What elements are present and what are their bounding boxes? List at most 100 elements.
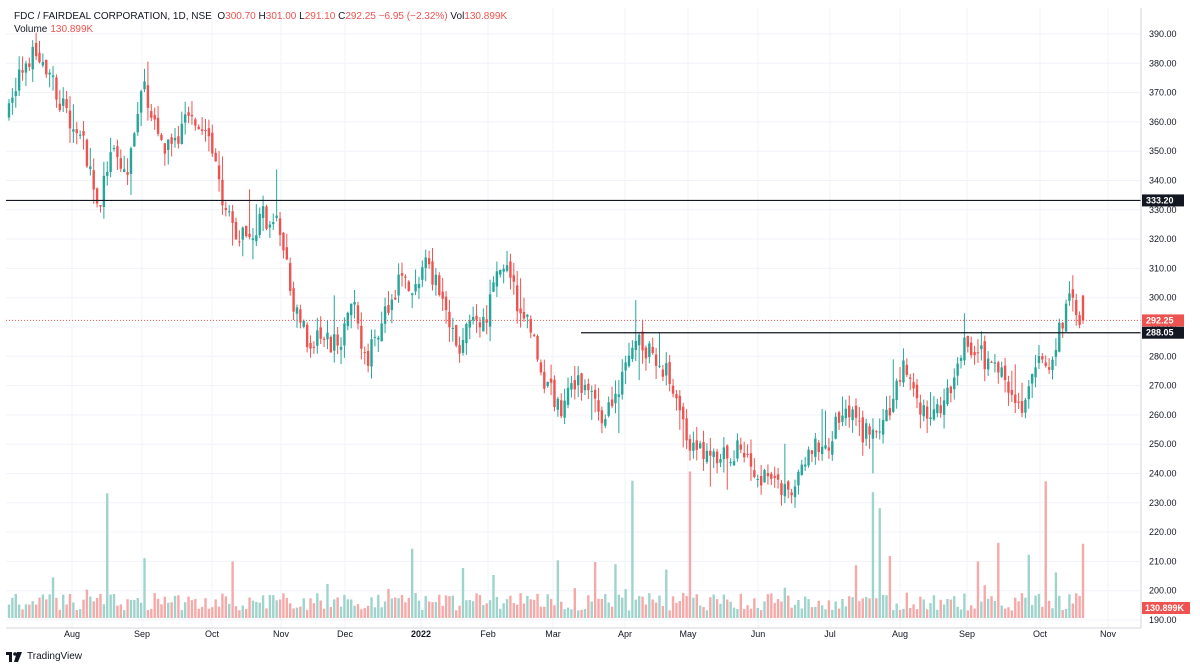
candle-body <box>160 134 163 140</box>
volume-bar <box>719 603 722 618</box>
volume-bar <box>214 599 217 618</box>
candle-body <box>617 394 621 397</box>
volume-bar <box>942 604 946 618</box>
volume-bar <box>390 598 394 618</box>
volume-bar <box>299 606 302 618</box>
x-tick-label: Oct <box>1033 629 1048 639</box>
candle-body <box>478 322 482 328</box>
volume-bar <box>1034 595 1037 618</box>
volume-bar <box>959 609 963 618</box>
volume-bar <box>65 604 68 618</box>
candle-body <box>495 271 499 287</box>
candle-body <box>339 346 343 350</box>
volume-label[interactable]: Volume <box>14 24 48 35</box>
low-label: L <box>299 11 305 22</box>
candle-body <box>482 316 485 332</box>
x-tick-label: Apr <box>618 629 632 639</box>
candle-body <box>959 357 963 361</box>
candle-body <box>719 459 722 463</box>
candle-body <box>1058 322 1061 352</box>
candle-body <box>431 261 434 285</box>
candle-body <box>919 402 922 415</box>
candle-body <box>28 63 31 67</box>
candle-body <box>831 441 834 455</box>
volume-bar <box>519 593 522 618</box>
volume-bar <box>333 599 336 618</box>
candle-body <box>742 452 746 458</box>
x-tick-label: Oct <box>205 629 220 639</box>
candle-body <box>641 331 644 351</box>
candle-body <box>715 451 719 464</box>
candle-body <box>190 114 194 117</box>
candle-body <box>465 324 468 344</box>
volume-bar <box>543 606 546 618</box>
y-tick-label: 200.00 <box>1149 586 1177 596</box>
volume-bar <box>512 603 516 618</box>
volume-bar <box>268 594 272 618</box>
candle-body <box>780 483 783 496</box>
candle-body <box>336 334 339 346</box>
volume-bar <box>129 599 133 618</box>
volume-bar <box>516 604 519 618</box>
candle-body <box>881 420 885 435</box>
horizontal-lines[interactable] <box>6 199 1141 334</box>
price-badge-288.05-bg <box>1142 326 1184 339</box>
candle-body <box>146 85 150 108</box>
volume-bar <box>363 608 366 618</box>
candle-body <box>980 345 983 350</box>
volume-bar <box>885 595 888 618</box>
volume-bar <box>969 605 973 618</box>
volume-bar <box>566 607 570 618</box>
candle-body <box>909 377 912 379</box>
candle-body <box>634 340 637 350</box>
candle-body <box>549 378 553 383</box>
volume-bar <box>366 605 370 618</box>
y-tick-label: 230.00 <box>1149 498 1177 508</box>
candle-body <box>444 296 448 311</box>
volume-bar <box>1024 597 1027 618</box>
volume-bar <box>14 593 17 618</box>
candle-body <box>312 346 316 348</box>
candle-body <box>682 406 685 420</box>
price-axis[interactable]: 190.00 200.00 210.00 220.00 230.00 240.00 250.… <box>1140 8 1177 628</box>
symbol-title[interactable]: FDC / FAIRDEAL CORPORATION, 1D, NSE <box>14 11 212 22</box>
volume-bar <box>651 599 654 618</box>
candle-body <box>942 400 946 415</box>
candle-body <box>400 273 404 276</box>
candle-body <box>624 362 627 371</box>
volume-bar <box>814 606 817 618</box>
volume-bar <box>692 597 695 618</box>
candle-body <box>837 412 841 423</box>
volume-bar <box>292 608 295 618</box>
candle-body <box>976 352 980 354</box>
candle-body <box>231 211 234 224</box>
tradingview-logo[interactable]: TradingView <box>6 651 82 662</box>
candle-body <box>576 375 580 386</box>
candle-body <box>631 347 634 360</box>
volume-bar <box>211 607 214 618</box>
candle-body <box>922 405 925 417</box>
candle-body <box>68 110 72 129</box>
candle-body <box>844 408 848 419</box>
volume-bar <box>248 597 251 618</box>
candle-body <box>810 450 814 454</box>
volume-bar <box>654 602 658 618</box>
y-tick-label: 240.00 <box>1149 469 1177 479</box>
tradingview-icon <box>6 651 22 662</box>
volume-bar <box>556 560 560 618</box>
candle-body <box>316 330 319 346</box>
candle-body <box>272 222 275 225</box>
candle-body <box>228 211 231 213</box>
candle-body <box>211 132 214 154</box>
volume-bar <box>265 608 268 618</box>
candle-body <box>31 46 34 70</box>
candle-body <box>929 417 932 420</box>
candle-body <box>993 362 997 364</box>
candle-body <box>180 123 183 144</box>
candle-body <box>499 269 502 275</box>
volume-bar <box>888 556 892 618</box>
volume-bar <box>353 605 356 618</box>
volume-bar <box>526 595 529 618</box>
time-axis[interactable]: Aug Sep Oct Nov Dec 2022 Feb Mar Apr May Jun Jul Aug… <box>6 627 1141 639</box>
